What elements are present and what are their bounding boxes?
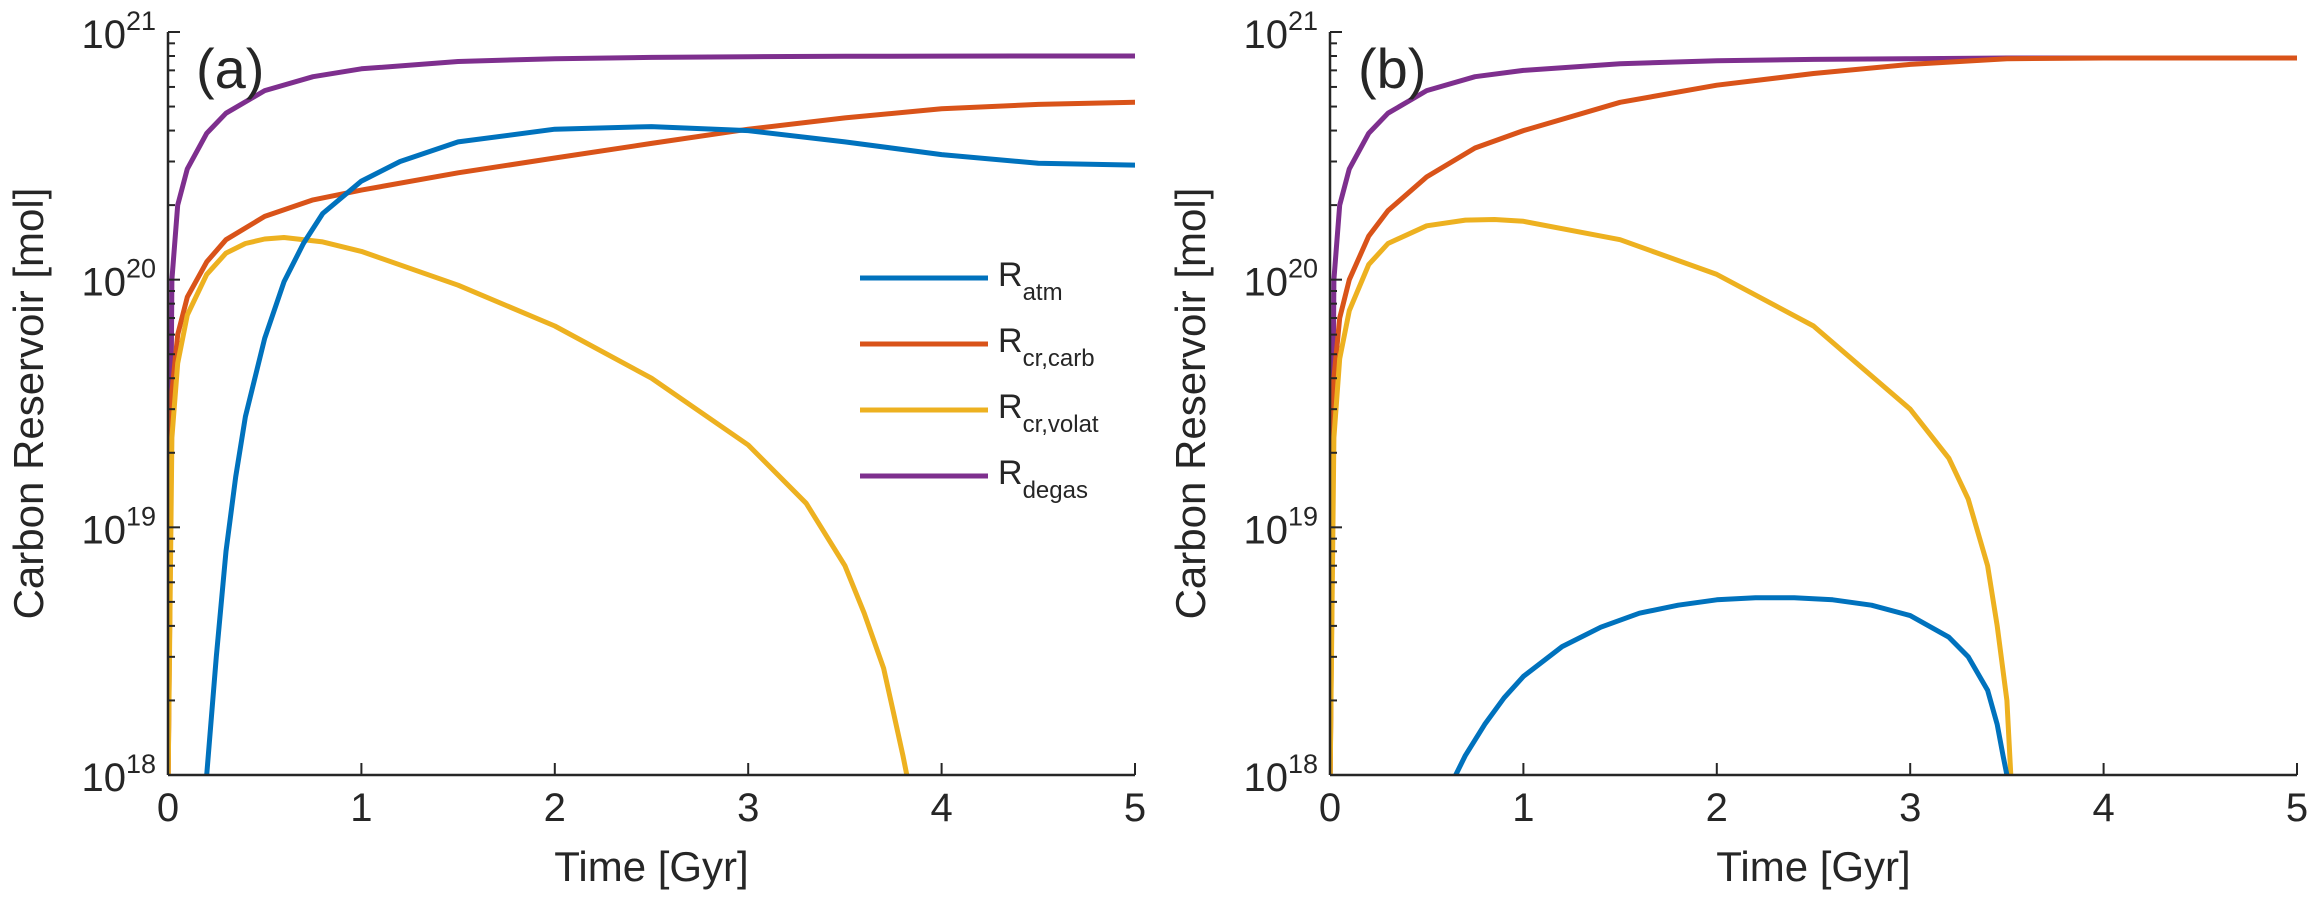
panel-b-series-r-degas-line (1330, 55, 2297, 775)
panel-b-y-tick-label: 1020 (1243, 254, 1318, 305)
panel-a-y-tick-label: 1021 (81, 6, 156, 57)
panel-b-panel-label: (b) (1358, 37, 1426, 100)
legend-label-r-degas: Rdegas (998, 454, 1088, 504)
panel-a-x-tick-label: 0 (157, 786, 179, 830)
panel-b-x-tick-label: 4 (2092, 786, 2114, 830)
panel-a-x-tick-label: 5 (1124, 786, 1146, 830)
panel-a-chart: 0 1 2 3 4 5 1018 1019 1020 1021 Time [Gyr] Carbon R… (5, 6, 1146, 890)
panel-b-y-tick-label: 1018 (1243, 749, 1318, 800)
panel-b-x-tick-label: 5 (2286, 786, 2308, 830)
panel-b-series-r-cr-carb-line (1330, 55, 2297, 775)
legend-label-r-cr-volat: Rcr,volat (998, 388, 1099, 438)
panel-b-x-tick-label: 0 (1319, 786, 1341, 830)
legend-item-r-degas: Rdegas (860, 454, 1088, 504)
panel-b-x-tick-label: 3 (1899, 786, 1921, 830)
panel-a-x-axis-label: Time [Gyr] (554, 843, 748, 890)
panel-a-panel-label: (a) (196, 37, 264, 100)
legend-item-r-cr-volat: Rcr,volat (860, 388, 1099, 438)
panel-b-x-axis-label: Time [Gyr] (1716, 843, 1910, 890)
panel-a-x-tick-label: 1 (350, 786, 372, 830)
panel-b-x-tick-label: 2 (1706, 786, 1728, 830)
legend-label-r-cr-carb: Rcr,carb (998, 322, 1095, 372)
panel-b-y-tick-label: 1021 (1243, 6, 1318, 57)
panel-a-x-tick-label: 3 (737, 786, 759, 830)
panel-a-x-tick-label: 2 (544, 786, 566, 830)
panel-b-series-r-cr-volat-line (1330, 217, 2014, 775)
panel-a-series-lines (168, 53, 1135, 775)
panel-a-series-r-cr-volat-line (168, 235, 910, 775)
panel-a-y-tick-label: 1019 (81, 501, 156, 552)
panel-a-series-r-cr-carb-line (168, 99, 1135, 775)
panel-b-y-tick-label: 1019 (1243, 501, 1318, 552)
panel-b-series-r-atm-line (1453, 595, 2010, 775)
panel-b-series-lines (1330, 55, 2297, 775)
legend-item-r-atm: Ratm (860, 256, 1063, 306)
panel-b-chart: 0 1 2 3 4 5 1018 1019 1020 1021 Time [Gyr] Carbon R… (1167, 6, 2308, 890)
legend-item-r-cr-carb: Rcr,carb (860, 322, 1095, 372)
panel-b-y-axis-label: Carbon Reservoir [mol] (1167, 188, 1214, 620)
legend-label-r-atm: Ratm (998, 256, 1063, 306)
panel-a-y-tick-label: 1018 (81, 749, 156, 800)
panel-a-y-axis-label: Carbon Reservoir [mol] (5, 188, 52, 620)
panel-a-series-r-degas-line (168, 53, 1135, 775)
panel-a-series-r-atm-line (204, 124, 1135, 775)
panel-a-y-tick-label: 1020 (81, 254, 156, 305)
panel-b-x-tick-label: 1 (1512, 786, 1534, 830)
panel-a-legend: Ratm Rcr,carb Rcr,volat Rdegas (860, 256, 1099, 504)
panel-a-x-tick-label: 4 (930, 786, 952, 830)
